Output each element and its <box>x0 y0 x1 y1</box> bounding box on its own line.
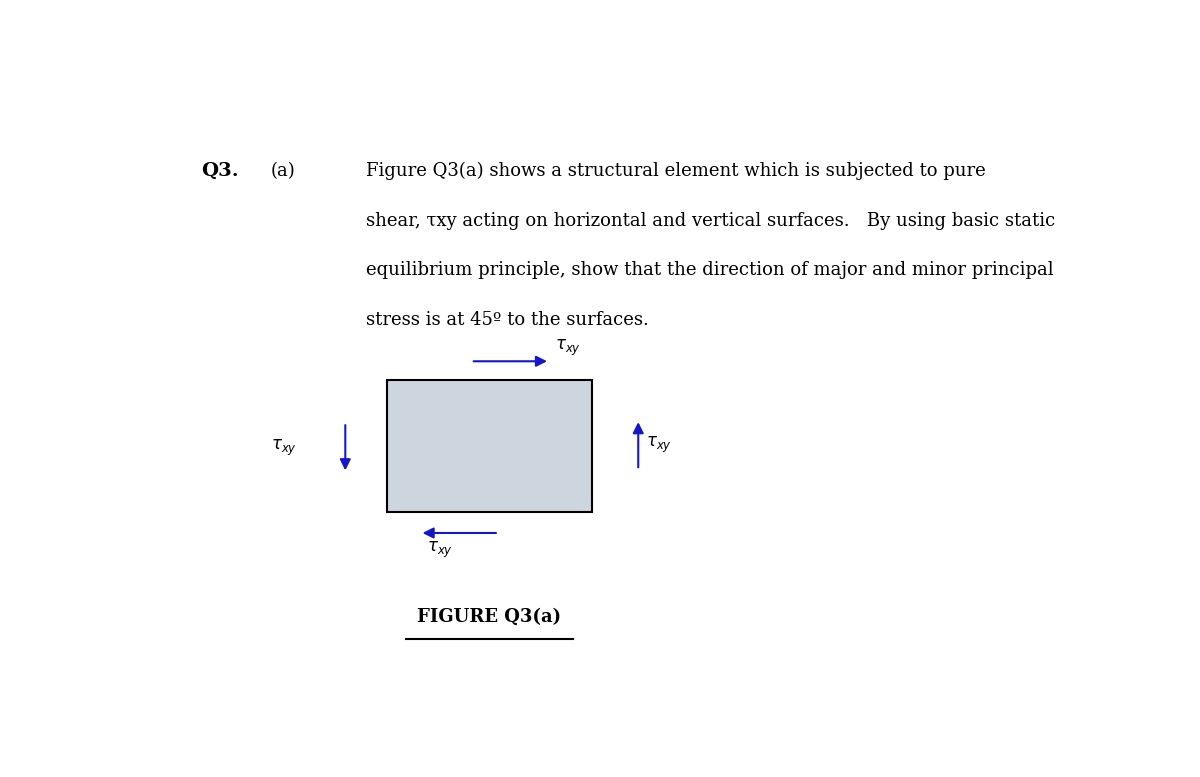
Text: $\tau_{xy}$: $\tau_{xy}$ <box>646 434 672 455</box>
Text: $\tau_{xy}$: $\tau_{xy}$ <box>271 437 296 458</box>
Text: $\tau_{xy}$: $\tau_{xy}$ <box>556 338 581 358</box>
Text: Figure Q3(a) shows a structural element which is subjected to pure: Figure Q3(a) shows a structural element … <box>366 162 985 180</box>
Text: Q3.: Q3. <box>202 162 239 180</box>
Text: shear, τxy acting on horizontal and vertical surfaces.   By using basic static: shear, τxy acting on horizontal and vert… <box>366 211 1055 230</box>
Text: FIGURE Q3(a): FIGURE Q3(a) <box>418 608 562 625</box>
Text: equilibrium principle, show that the direction of major and minor principal: equilibrium principle, show that the dir… <box>366 261 1054 280</box>
Text: (a): (a) <box>271 162 295 180</box>
Text: stress is at 45º to the surfaces.: stress is at 45º to the surfaces. <box>366 311 649 329</box>
Text: $\tau_{xy}$: $\tau_{xy}$ <box>427 540 454 560</box>
Bar <box>388 381 592 512</box>
